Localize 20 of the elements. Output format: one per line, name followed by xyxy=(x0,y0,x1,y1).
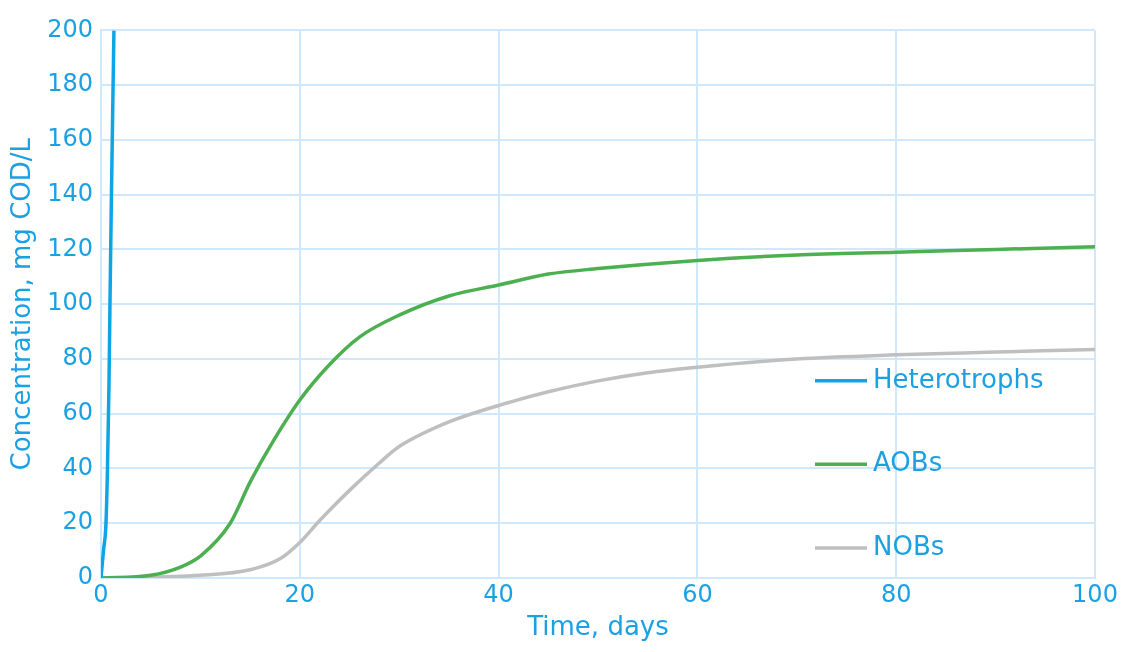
y-tick-label: 200 xyxy=(47,14,94,43)
y-axis-title: Concentration, mg COD/L xyxy=(6,137,37,471)
x-tick-label: 40 xyxy=(483,579,514,608)
y-tick-label: 80 xyxy=(62,343,94,372)
x-tick-label: 60 xyxy=(682,579,713,608)
y-tick-label: 160 xyxy=(47,124,94,153)
x-tick-label: 20 xyxy=(284,579,316,608)
y-tick-label: 120 xyxy=(47,233,94,262)
y-tick-label: 40 xyxy=(62,452,94,481)
y-tick-label: 60 xyxy=(62,397,94,426)
y-tick-label: 20 xyxy=(62,507,94,536)
x-tick-label: 100 xyxy=(1072,579,1118,608)
y-tick-label: 100 xyxy=(47,288,94,317)
legend-label: NOBs xyxy=(873,530,945,561)
legend-label: AOBs xyxy=(873,447,943,478)
y-tick-label: 140 xyxy=(47,178,94,207)
x-axis-title: Time, days xyxy=(526,611,669,642)
x-tick-label: 80 xyxy=(880,579,912,608)
y-tick-label: 180 xyxy=(47,69,94,98)
legend-label: Heterotrophs xyxy=(873,363,1044,394)
